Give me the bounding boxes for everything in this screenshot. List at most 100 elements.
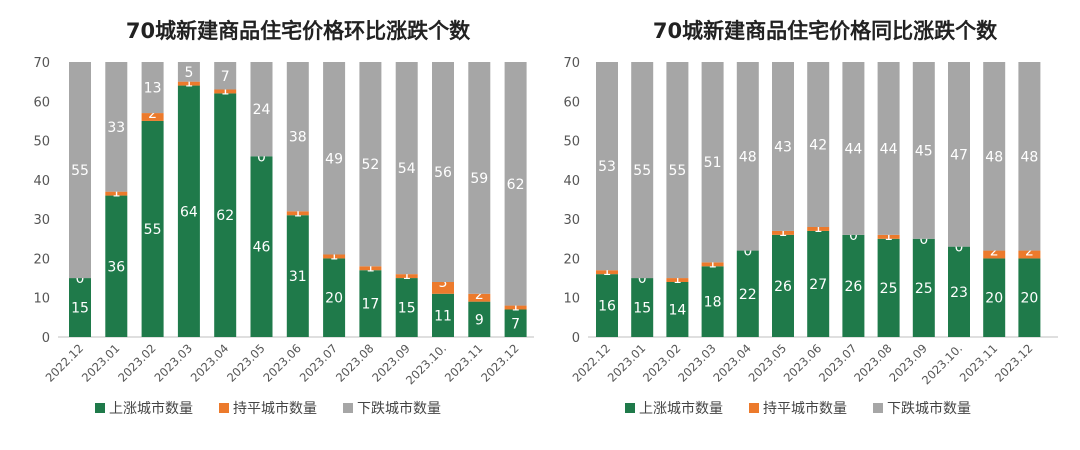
x-tick-label: 2023.05 bbox=[746, 341, 790, 385]
data-label: 53 bbox=[598, 159, 616, 175]
y-tick-label: 0 bbox=[572, 331, 580, 346]
y-tick-label: 70 bbox=[563, 56, 580, 71]
data-label: 54 bbox=[398, 161, 416, 177]
y-tick-label: 40 bbox=[33, 174, 50, 189]
legend-flat-label: 持平城市数量 bbox=[763, 400, 847, 417]
data-label: 1 bbox=[366, 259, 375, 275]
data-label: 48 bbox=[739, 149, 757, 165]
bar-up bbox=[948, 246, 970, 337]
bar-flat bbox=[666, 278, 689, 282]
data-label: 46 bbox=[253, 240, 271, 256]
data-label: 20 bbox=[1020, 291, 1038, 307]
bar-down bbox=[983, 62, 1006, 251]
data-label: 1 bbox=[221, 83, 230, 99]
data-label: 43 bbox=[774, 139, 792, 155]
data-label: 1 bbox=[112, 185, 121, 201]
data-label: 26 bbox=[774, 279, 792, 295]
bar-down bbox=[596, 62, 618, 271]
bar-down bbox=[69, 62, 91, 279]
bar-flat bbox=[141, 113, 164, 121]
y-tick-label: 60 bbox=[563, 95, 580, 110]
data-label: 0 bbox=[743, 244, 752, 260]
data-label: 44 bbox=[880, 141, 898, 157]
data-label: 23 bbox=[950, 285, 968, 301]
y-tick-label: 60 bbox=[33, 95, 50, 110]
bar-flat bbox=[395, 274, 418, 279]
data-label: 1 bbox=[779, 224, 788, 240]
data-label: 2 bbox=[148, 106, 157, 122]
bar-down bbox=[395, 62, 418, 275]
data-label: 24 bbox=[253, 102, 271, 118]
bar-down bbox=[842, 62, 865, 235]
bar-flat bbox=[701, 262, 724, 267]
data-label: 1 bbox=[708, 255, 717, 271]
x-tick-label: 2023.08 bbox=[333, 341, 377, 385]
bar-up bbox=[468, 301, 491, 337]
data-label: 1 bbox=[603, 263, 612, 279]
data-label: 5 bbox=[184, 65, 193, 81]
legend-down-swatch bbox=[343, 403, 353, 413]
chart-panel-mom: 70城新建商品住宅价格环比涨跌个数 0 10 20 30 40 50 60 70 15 0 55 202… bbox=[33, 19, 534, 417]
bar-up bbox=[395, 278, 418, 337]
y-tick-label: 70 bbox=[33, 56, 50, 71]
data-label: 7 bbox=[511, 316, 520, 332]
y-tick-label: 30 bbox=[563, 213, 580, 228]
x-tick-label: 2023.08 bbox=[851, 341, 895, 385]
y-tick-label: 50 bbox=[33, 135, 50, 150]
data-label: 0 bbox=[638, 271, 647, 287]
legend-flat-label: 持平城市数量 bbox=[233, 400, 317, 417]
legend-up-label: 上涨城市数量 bbox=[639, 400, 723, 417]
bar-up bbox=[772, 234, 794, 337]
y-tick-label: 10 bbox=[563, 292, 580, 307]
bar-down bbox=[666, 62, 689, 279]
x-tick-label: 2023.05 bbox=[224, 341, 268, 385]
data-label: 25 bbox=[915, 281, 933, 297]
data-label: 2 bbox=[990, 244, 999, 260]
bar-flat bbox=[983, 250, 1006, 259]
bar-up bbox=[877, 238, 900, 337]
bar-flat bbox=[177, 81, 200, 86]
bar-up bbox=[983, 258, 1006, 337]
bar-up bbox=[631, 278, 654, 337]
data-label: 36 bbox=[107, 259, 125, 275]
bar-down bbox=[359, 62, 382, 267]
x-tick-label: 2023.01 bbox=[79, 341, 123, 385]
data-label: 18 bbox=[704, 295, 722, 311]
bar-down bbox=[432, 62, 454, 282]
data-label: 15 bbox=[633, 301, 651, 317]
bar-flat bbox=[504, 305, 527, 310]
y-tick-label: 20 bbox=[563, 252, 580, 267]
data-label: 56 bbox=[434, 165, 452, 181]
data-label: 48 bbox=[1020, 149, 1038, 165]
bar-up bbox=[736, 250, 759, 337]
chart-panel-yoy: 70城新建商品住宅价格同比涨跌个数 0 10 20 30 40 50 60 70 16 1 53 202… bbox=[540, 0, 1080, 450]
x-tick-label: 2023.04 bbox=[188, 341, 232, 385]
data-label: 49 bbox=[325, 151, 343, 167]
bar-down bbox=[772, 62, 794, 231]
bar-down bbox=[631, 62, 654, 279]
y-tick-label: 30 bbox=[33, 213, 50, 228]
bar-up bbox=[807, 230, 830, 337]
data-label: 26 bbox=[844, 279, 862, 295]
data-label: 47 bbox=[950, 147, 968, 163]
data-label: 0 bbox=[257, 149, 266, 165]
data-label: 20 bbox=[985, 291, 1003, 307]
bar-flat bbox=[214, 89, 237, 94]
bar-up bbox=[504, 309, 527, 337]
data-label: 42 bbox=[809, 138, 827, 154]
bar-flat bbox=[1018, 250, 1041, 259]
legend-up-swatch bbox=[625, 403, 635, 413]
bar-down bbox=[105, 62, 128, 192]
legend-down-label: 下跌城市数量 bbox=[357, 400, 441, 417]
data-label: 38 bbox=[289, 130, 307, 146]
data-label: 25 bbox=[880, 281, 898, 297]
data-label: 55 bbox=[668, 163, 686, 179]
bar-up bbox=[912, 238, 935, 337]
bar-up bbox=[105, 195, 128, 337]
data-label: 20 bbox=[325, 291, 343, 307]
x-tick-label: 2023.03 bbox=[675, 341, 719, 385]
bar-up bbox=[1018, 258, 1041, 337]
data-label: 33 bbox=[107, 120, 125, 136]
data-label: 15 bbox=[71, 301, 89, 317]
legend-flat-swatch bbox=[219, 403, 229, 413]
